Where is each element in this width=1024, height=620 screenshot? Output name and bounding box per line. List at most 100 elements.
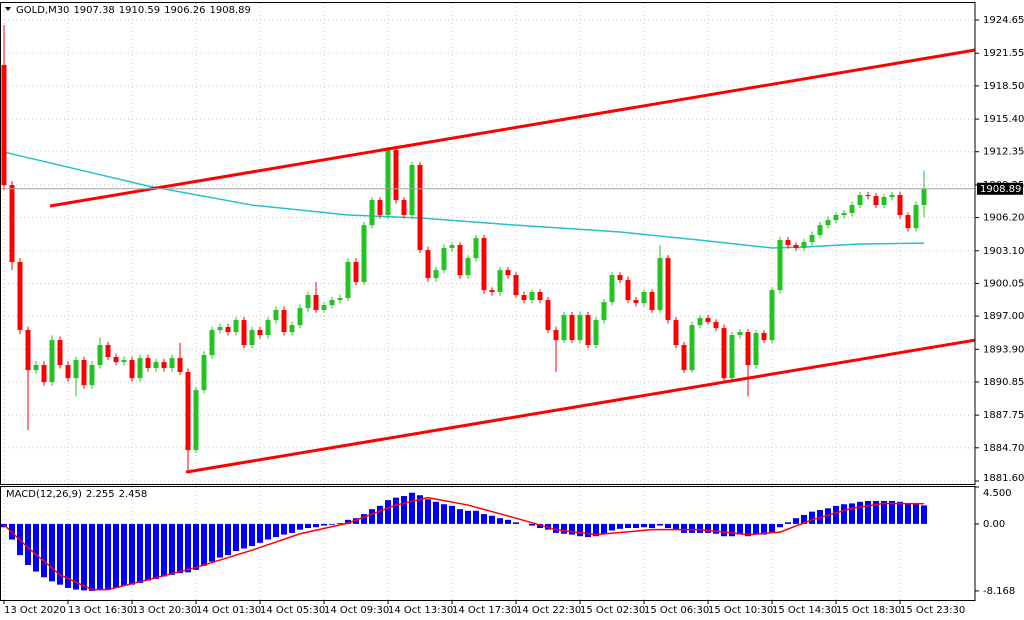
- candle-body: [617, 275, 623, 281]
- candle-body: [409, 165, 415, 216]
- macd-bar: [553, 523, 559, 533]
- y-tick-label: 1924.65: [983, 15, 1024, 26]
- price-frame: [0, 2, 976, 485]
- candle-body: [249, 330, 255, 346]
- macd-bar: [841, 504, 847, 524]
- grid-layer: [0, 3, 975, 600]
- header-value: 2.458: [119, 489, 148, 500]
- macd-bar: [489, 515, 495, 524]
- y-tick-label: 1884.70: [983, 443, 1024, 454]
- macd-bar: [305, 523, 311, 529]
- candle-body: [273, 309, 279, 321]
- macd-bar: [249, 523, 255, 547]
- candle-body: [585, 315, 591, 346]
- macd-bar: [97, 523, 103, 591]
- price-header: GOLD,M30 1907.38 1910.59 1906.26 1908.89: [16, 5, 251, 16]
- macd-bar: [505, 519, 511, 524]
- macd-bar: [25, 523, 31, 565]
- candle-body: [265, 320, 271, 336]
- candle-body: [721, 328, 727, 379]
- candle-body: [321, 305, 327, 310]
- macd-bar: [449, 505, 455, 524]
- macd-bar: [761, 523, 767, 535]
- x-tick-label: 13 Oct 16:30: [68, 605, 133, 616]
- macd-bar: [793, 518, 799, 524]
- macd-bar: [601, 523, 607, 534]
- y-tick-label: 4.500: [983, 488, 1012, 499]
- macd-bar: [921, 505, 927, 524]
- candle-body: [793, 244, 799, 248]
- macd-bar: [905, 503, 911, 524]
- candle-body: [529, 292, 535, 301]
- candle-body: [257, 330, 263, 336]
- header-value: 1908.89: [210, 5, 251, 16]
- candle-body: [761, 333, 767, 341]
- header-value: 1907.38: [73, 5, 114, 16]
- candle-body: [65, 365, 71, 379]
- x-tick-label: 13 Oct 20:30: [132, 605, 197, 616]
- candle-body: [81, 360, 87, 386]
- candle-body: [689, 325, 695, 371]
- candle-body: [521, 295, 527, 301]
- y-tick-label: 1912.35: [983, 147, 1024, 158]
- candle-body: [417, 165, 423, 251]
- macd-bar: [113, 523, 119, 588]
- macd-bar: [457, 509, 463, 524]
- y-tick-label: 1890.85: [983, 377, 1024, 388]
- candle-body: [753, 333, 759, 366]
- candle-body: [705, 318, 711, 322]
- candle-body: [137, 358, 143, 379]
- candle-body: [217, 327, 223, 331]
- candle-body: [513, 275, 519, 296]
- x-tick-label: 14 Oct 13:30: [388, 605, 453, 616]
- macd-bar: [281, 523, 287, 535]
- macd-panel: [1, 492, 927, 591]
- y-tick-label: 1887.75: [983, 410, 1024, 421]
- macd-bar: [721, 523, 727, 537]
- candle-body: [289, 325, 295, 333]
- macd-bar: [497, 518, 503, 524]
- macd-bar: [377, 505, 383, 524]
- candle-body: [537, 292, 543, 301]
- candle-body: [385, 150, 391, 216]
- collapse-arrow[interactable]: [5, 7, 11, 11]
- candle-body: [865, 194, 871, 197]
- macd-bar: [433, 501, 439, 524]
- macd-bar: [217, 523, 223, 558]
- candle-body: [281, 309, 287, 333]
- candle-body: [857, 194, 863, 206]
- candle-body: [633, 300, 639, 304]
- macd-bar: [345, 519, 351, 524]
- candle-body: [441, 247, 447, 271]
- y-tick-label: 0.00: [983, 519, 1005, 530]
- macd-bar: [785, 522, 791, 524]
- macd-bar: [33, 523, 39, 572]
- x-tick-label: 14 Oct 05:30: [260, 605, 325, 616]
- x-tick-label: 14 Oct 09:30: [324, 605, 389, 616]
- macd-bar: [745, 523, 751, 537]
- candle-body: [57, 340, 63, 366]
- candle-body: [161, 362, 167, 369]
- header-value: 1910.59: [119, 5, 160, 16]
- macd-bar: [361, 514, 367, 524]
- macd-bar: [617, 523, 623, 529]
- y-tick-label: -8.168: [983, 586, 1015, 597]
- candle-body: [129, 360, 135, 379]
- candle-body: [569, 315, 575, 341]
- current-price-label: 1908.89: [980, 184, 1021, 195]
- x-tick-label: 14 Oct 01:30: [196, 605, 261, 616]
- macd-bar: [801, 514, 807, 524]
- candle-body: [649, 292, 655, 310]
- candle-body: [329, 300, 335, 306]
- macd-bar: [769, 523, 775, 533]
- macd-bar: [137, 523, 143, 584]
- macd-bar: [193, 523, 199, 570]
- macd-bar: [529, 523, 535, 526]
- macd-bar: [777, 523, 783, 528]
- macd-bar: [481, 514, 487, 524]
- price-panel: [0, 25, 975, 474]
- macd-bar: [353, 518, 359, 524]
- candle-body: [641, 292, 647, 304]
- macd-bar: [833, 505, 839, 524]
- candle-body: [305, 295, 311, 309]
